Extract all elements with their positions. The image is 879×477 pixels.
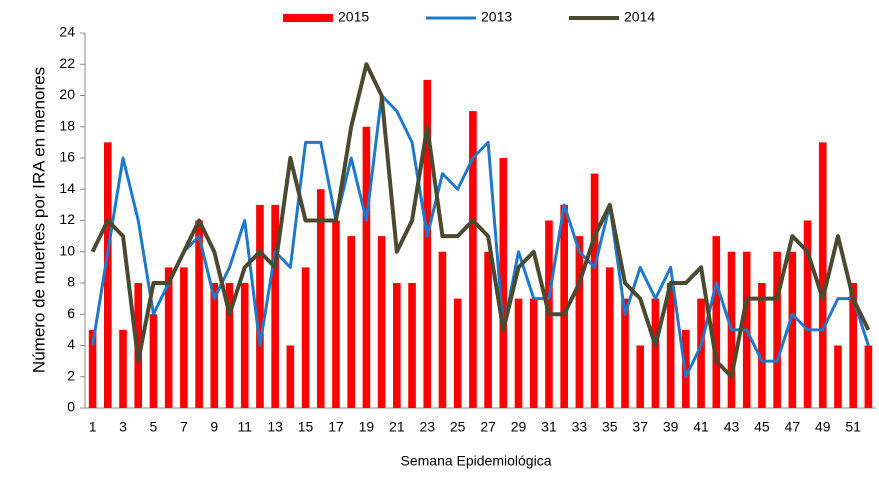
y-tick-label: 0	[67, 399, 75, 415]
bar	[240, 283, 249, 408]
x-tick-label: 31	[541, 419, 557, 435]
bar	[803, 220, 812, 408]
bar	[834, 345, 842, 408]
x-tick-label: 3	[119, 419, 127, 435]
x-tick-label: 7	[180, 419, 188, 435]
y-tick-label: 12	[59, 211, 75, 227]
bar	[149, 314, 158, 408]
y-tick-label: 20	[59, 86, 75, 102]
x-tick-label: 49	[815, 419, 831, 435]
x-tick-label: 39	[663, 419, 679, 435]
bar	[636, 345, 645, 408]
bar	[818, 142, 827, 408]
line	[91, 94, 870, 379]
legend-label: 2015	[338, 9, 369, 25]
bar	[514, 298, 523, 408]
bar	[210, 283, 219, 408]
legend-label: 2013	[481, 9, 512, 25]
x-axis-label: Semana Epidemiológica	[401, 453, 552, 469]
bar	[529, 298, 538, 408]
bar	[119, 329, 127, 408]
bar	[697, 298, 705, 408]
bar	[758, 283, 766, 408]
bar	[438, 251, 447, 408]
bar	[453, 298, 462, 408]
bar	[332, 220, 340, 408]
x-tick-label: 19	[359, 419, 375, 435]
bar	[499, 158, 508, 408]
x-tick-label: 29	[511, 419, 527, 435]
bar	[104, 142, 112, 408]
x-tick-label: 37	[632, 419, 648, 435]
x-tick-label: 27	[480, 419, 496, 435]
x-tick-label: 1	[89, 419, 97, 435]
x-tick-label: 21	[389, 419, 405, 435]
bar	[423, 79, 432, 408]
bar	[773, 251, 781, 408]
x-tick-label: 5	[150, 419, 158, 435]
bar	[88, 329, 97, 408]
bar	[590, 173, 599, 408]
bar	[864, 345, 873, 408]
bar	[393, 283, 401, 408]
x-tick-label: 51	[845, 419, 861, 435]
x-tick-label: 15	[298, 419, 314, 435]
bar	[195, 220, 203, 408]
y-tick-label: 10	[59, 242, 75, 258]
legend-swatch	[283, 14, 333, 22]
bar	[362, 126, 371, 408]
y-tick-label: 24	[59, 24, 75, 40]
y-tick-label: 4	[67, 336, 75, 352]
bar	[347, 236, 356, 408]
bar	[301, 267, 310, 408]
y-tick-label: 16	[59, 149, 75, 165]
x-tick-label: 43	[724, 419, 740, 435]
bar	[605, 267, 614, 408]
x-tick-label: 35	[602, 419, 618, 435]
x-tick-label: 23	[419, 419, 435, 435]
bar	[469, 111, 477, 408]
y-tick-label: 22	[59, 55, 75, 71]
bar	[225, 283, 234, 408]
bar	[651, 298, 660, 408]
x-tick-label: 33	[572, 419, 588, 435]
bar	[256, 204, 264, 408]
x-tick-label: 45	[754, 419, 770, 435]
bar	[849, 283, 857, 408]
bar	[316, 189, 325, 408]
bar	[788, 251, 797, 408]
bar	[712, 236, 721, 408]
x-tick-label: 25	[450, 419, 466, 435]
bar	[621, 298, 629, 408]
x-tick-label: 47	[785, 419, 801, 435]
bar	[666, 283, 675, 408]
x-tick-label: 11	[237, 419, 252, 435]
bar	[560, 204, 568, 408]
x-tick-label: 41	[693, 419, 709, 435]
y-tick-label: 2	[67, 367, 75, 383]
x-tick-label: 17	[328, 419, 344, 435]
y-tick-label: 14	[59, 180, 75, 196]
line	[90, 62, 871, 379]
bar	[408, 283, 416, 408]
bar	[271, 204, 279, 408]
bar	[575, 236, 584, 408]
y-tick-label: 6	[67, 305, 75, 321]
x-tick-label: 9	[210, 419, 218, 435]
y-tick-label: 8	[67, 274, 75, 290]
bar	[180, 267, 188, 408]
x-tick-label: 13	[267, 419, 283, 435]
legend-label: 2014	[624, 9, 655, 25]
bar	[164, 267, 173, 408]
y-axis-label: Número de muertes por IRA en menores	[29, 67, 48, 373]
bar	[377, 236, 386, 408]
bar	[484, 251, 492, 408]
y-tick-label: 18	[59, 117, 75, 133]
bar	[286, 345, 295, 408]
